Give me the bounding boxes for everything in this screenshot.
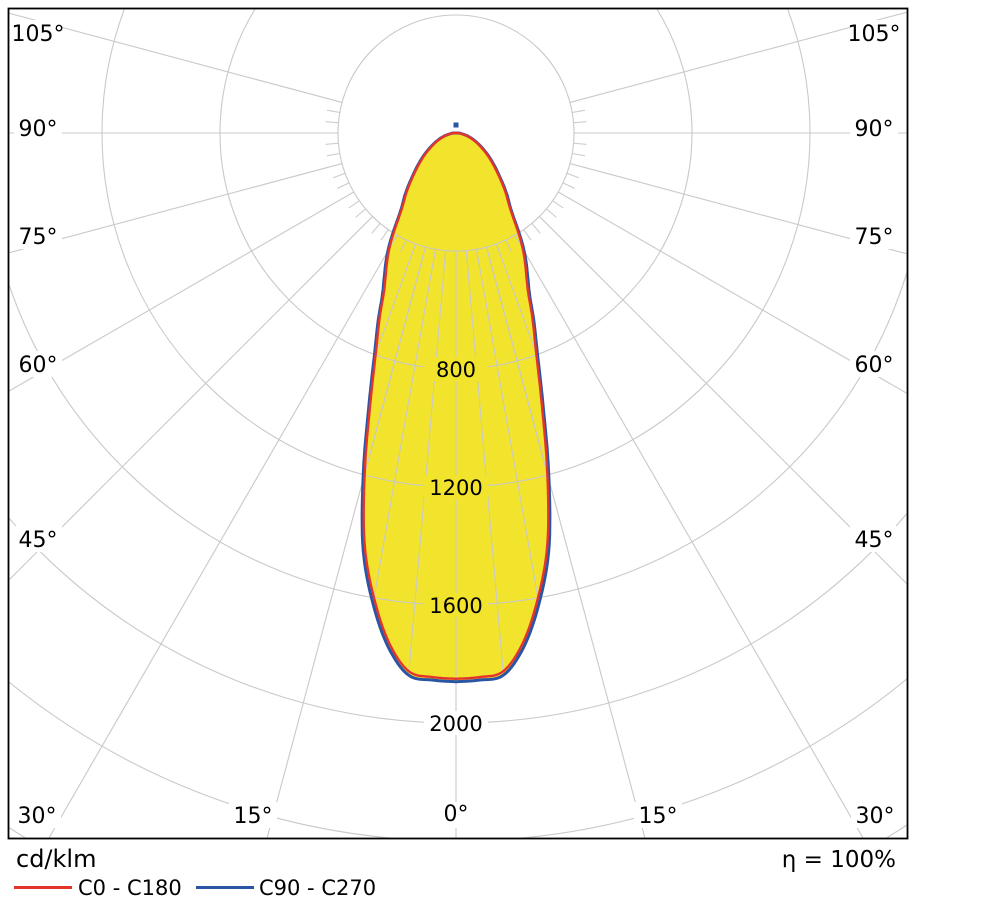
- label-patch: [14, 351, 62, 377]
- grid-angle-tick: [573, 121, 587, 124]
- ring-label-1200: 1200: [429, 476, 482, 500]
- curve-c0-c180: [362, 131, 550, 681]
- grid-spoke: [9, 12, 343, 103]
- ring-label-patch: [424, 711, 488, 735]
- angle-label-bottom-30r: 30°: [856, 804, 895, 829]
- efficiency-label: η = 100%: [781, 847, 896, 873]
- grid-angle-tick: [332, 172, 346, 179]
- angle-label-right-60: 60°: [855, 353, 894, 378]
- angle-label-left-105: 105°: [12, 22, 65, 47]
- grid-angle-tick: [573, 142, 587, 145]
- grid-spoke: [569, 163, 907, 255]
- ring-label-patch: [424, 593, 488, 617]
- units-label: cd/klm: [16, 845, 97, 873]
- c0-legend-line: [14, 886, 72, 889]
- grid-angle-tick: [325, 142, 339, 145]
- grid-minor-spoke: [486, 246, 550, 682]
- grid-angle-tick: [572, 152, 586, 157]
- grid-angle-tick: [572, 109, 586, 114]
- grid-angle-tick: [337, 182, 350, 189]
- angle-label-right-45: 45°: [855, 528, 894, 553]
- angle-label-right-75: 75°: [855, 225, 894, 250]
- label-patch: [850, 20, 898, 46]
- ring-label-2000: 2000: [429, 712, 482, 736]
- label-patches: [13, 20, 899, 828]
- grid-angle-tick: [400, 239, 407, 252]
- grid-spoke: [539, 216, 907, 585]
- grid-angle-tick: [326, 152, 340, 157]
- angle-label-left-60: 60°: [19, 353, 58, 378]
- grid-angle-tick: [371, 223, 381, 234]
- grid-minor-spoke: [465, 250, 511, 682]
- grid-spoke: [9, 191, 355, 392]
- grid-angle-tick: [326, 109, 340, 114]
- grid-spoke: [9, 216, 373, 581]
- grid-angle-tick: [505, 239, 512, 252]
- label-patch: [432, 802, 480, 828]
- ring-label-1600: 1600: [429, 594, 482, 618]
- grid-minor-spoke: [401, 250, 447, 682]
- angle-label-bottom-15r: 15°: [639, 804, 678, 829]
- angle-label-left-45: 45°: [19, 528, 58, 553]
- label-patch: [850, 526, 898, 552]
- label-patch: [850, 115, 898, 141]
- grid-spoke: [569, 11, 907, 103]
- grid-angle-tick: [531, 223, 541, 234]
- label-patch: [634, 802, 682, 828]
- angle-label-right-105: 105°: [848, 22, 901, 47]
- grid-angle-tick: [355, 208, 366, 218]
- angle-label-bottom-15l: 15°: [234, 804, 273, 829]
- grid-minor-spoke: [362, 243, 417, 682]
- ring-label-800: 800: [436, 358, 476, 382]
- label-patch: [850, 351, 898, 377]
- ring-label-patch: [424, 475, 488, 499]
- grid-angle-tick: [546, 208, 557, 218]
- label-patch: [850, 223, 898, 249]
- angle-label-bottom-30l: 30°: [18, 804, 57, 829]
- grid-spoke: [514, 234, 864, 838]
- grid-spoke: [9, 163, 343, 254]
- grid-spoke: [557, 191, 907, 394]
- angle-label-left-75: 75°: [19, 225, 58, 250]
- plot-border: [7, 7, 909, 840]
- angle-label-left-90: 90°: [19, 117, 58, 142]
- c0-legend-label: C0 - C180: [78, 876, 182, 900]
- label-patch: [13, 802, 61, 828]
- c90-legend-line: [196, 886, 254, 889]
- label-patch: [14, 115, 62, 141]
- curve-start-marker: [453, 122, 459, 128]
- label-patch: [14, 526, 62, 552]
- grid-angle-tick: [562, 182, 575, 189]
- label-patch: [229, 802, 277, 828]
- label-patch: [14, 20, 62, 46]
- grid-angle-tick: [325, 121, 339, 124]
- grid-spoke: [48, 234, 398, 838]
- grid-minor-spoke: [362, 246, 426, 682]
- label-patch: [851, 802, 899, 828]
- c90-legend-label: C90 - C270: [259, 876, 377, 900]
- ring-label-patch: [424, 357, 488, 381]
- angle-label-right-90: 90°: [855, 117, 894, 142]
- angle-label-bottom-0: 0°: [444, 802, 469, 827]
- grid-angle-tick: [348, 200, 360, 209]
- grid-angle-tick: [380, 229, 389, 241]
- grid-angle-tick: [523, 229, 532, 241]
- label-patch: [14, 223, 62, 249]
- grid-minor-spoke: [495, 243, 550, 682]
- grid-angle-tick: [566, 172, 580, 179]
- grid-angle-tick: [552, 200, 564, 209]
